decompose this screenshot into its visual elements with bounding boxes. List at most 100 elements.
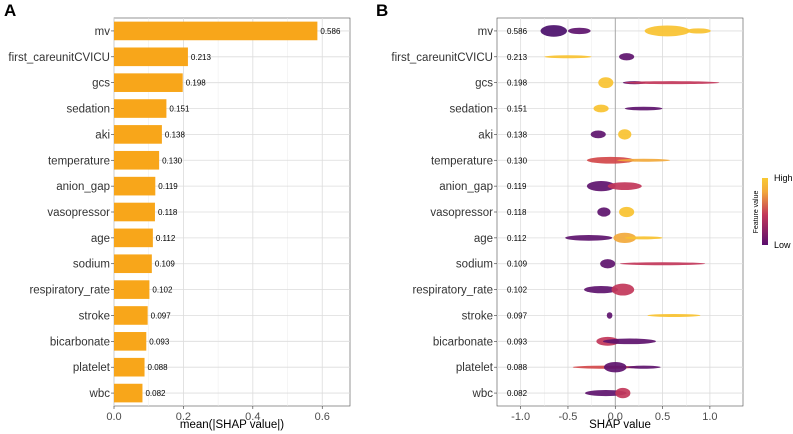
bar-stroke [114,306,148,325]
feature-label: stroke [79,310,110,322]
swarm-aki [590,130,606,139]
mean-shap-label: 0.102 [507,286,528,295]
x-tick-label: -0.5 [558,411,577,423]
mean-shap-label: 0.109 [507,260,528,269]
bar-value-label: 0.082 [145,389,166,398]
swarm-gcs [598,77,614,89]
swarm-sedation [624,106,663,111]
bar-age [114,228,153,248]
bar-value-label: 0.151 [169,105,190,114]
mean-shap-label: 0.130 [507,156,528,165]
bar-value-label: 0.093 [149,337,170,346]
swarm-age [565,235,613,241]
bar-anion_gap [114,176,156,196]
feature-label: mv [478,26,494,38]
panel-b-x-axis-title: SHAP value [589,419,651,431]
swarm-wbc [615,387,631,399]
swarm-temperature [617,158,671,162]
feature-label: bicarbonate [50,336,110,348]
swarm-stroke [606,312,613,319]
feature-label: vasopressor [47,207,110,219]
feature-label: sodium [456,259,493,271]
feature-label: sedation [450,104,493,116]
feature-label: anion_gap [56,181,110,193]
panel-a-x-ticks: 0.0 0.2 0.4 0.6 [106,406,330,423]
bar-wbc [114,383,143,403]
feature-label: respiratory_rate [29,285,110,297]
swarm-mv [540,25,568,37]
bar-value-label: 0.138 [165,130,186,139]
feature-label: age [474,233,493,245]
swarm-platelet [603,362,627,373]
feature-label: sedation [67,104,110,116]
bar-value-label: 0.198 [186,79,207,88]
bar-value-label: 0.119 [158,182,178,191]
swarm-mv [686,28,711,34]
feature-label: age [91,233,110,245]
panel-a-bars: 0.586 0.213 0.198 0.151 0.138 0.130 0.119 0.118… [114,21,341,403]
x-tick-label: 0.0 [106,411,121,423]
panel-b-letter: B [376,1,388,20]
swarm-sodium [600,259,616,269]
feature-label: wbc [89,388,111,400]
mean-shap-label: 0.138 [507,130,528,139]
bar-value-label: 0.213 [191,53,212,62]
swarm-anion_gap [586,180,616,192]
bar-temperature [114,150,160,170]
feature-label: aki [478,129,493,141]
swarm-aki [618,129,632,140]
bar-aki [114,125,162,144]
feature-label: temperature [431,155,493,167]
x-tick-label: 0.4 [245,411,260,423]
swarm-mv [567,27,591,35]
bar-value-label: 0.102 [152,286,173,295]
panel-a: A 0.586 0.213 0.198 0.151 0.138 0.130 0.119 0.1… [4,1,351,431]
swarm-platelet [626,365,661,369]
swarm-stroke [647,313,701,317]
feature-label: temperature [48,155,110,167]
bar-value-label: 0.130 [162,156,183,165]
feature-label: respiratory_rate [412,285,493,297]
feature-label: vasopressor [430,207,493,219]
bar-value-label: 0.112 [156,234,176,243]
bar-respiratory_rate [114,280,150,299]
swarm-first_careunitCVICU [544,55,592,59]
panel-b-beeswarm: 0.586 0.213 0.198 0.151 0.138 0.130 0.119 0.118… [507,25,720,399]
bar-sedation [114,99,167,118]
swarm-sodium [620,262,706,266]
feature-label: anion_gap [439,181,493,193]
mean-shap-label: 0.118 [507,208,527,217]
panel-a-x-axis-title: mean(|SHAP value|) [180,419,284,431]
x-tick-label: 0.2 [176,411,191,423]
mean-shap-label: 0.097 [507,311,528,320]
bar-value-label: 0.586 [320,27,341,36]
feature-label: platelet [456,362,494,374]
feature-value-legend: High Low Feature value [753,173,793,250]
swarm-anion_gap [607,182,642,191]
bar-sodium [114,254,152,274]
x-tick-label: 0.6 [315,411,330,423]
x-tick-label: -1.0 [511,411,530,423]
swarm-age [624,236,663,240]
swarm-sedation [593,104,609,113]
feature-label: sodium [73,259,110,271]
feature-label: gcs [92,78,110,90]
swarm-mv [644,25,691,37]
bar-bicarbonate [114,332,147,351]
x-tick-label: 0.5 [655,411,670,423]
bar-mv [114,21,318,41]
swarm-first_careunitCVICU [619,53,635,61]
swarm-gcs [624,81,720,85]
legend-high-label: High [774,173,793,183]
feature-label: platelet [73,362,111,374]
swarm-bicarbonate [602,338,656,345]
panel-b: B 0.586 0.213 0.198 0.151 0.138 0.130 0.119 0.1… [376,1,793,431]
swarm-respiratory_rate [611,283,635,296]
bar-value-label: 0.088 [148,363,169,372]
feature-label: stroke [462,310,493,322]
feature-label: mv [95,26,111,38]
mean-shap-label: 0.198 [507,79,528,88]
mean-shap-label: 0.586 [507,27,528,36]
mean-shap-label: 0.119 [507,182,527,191]
